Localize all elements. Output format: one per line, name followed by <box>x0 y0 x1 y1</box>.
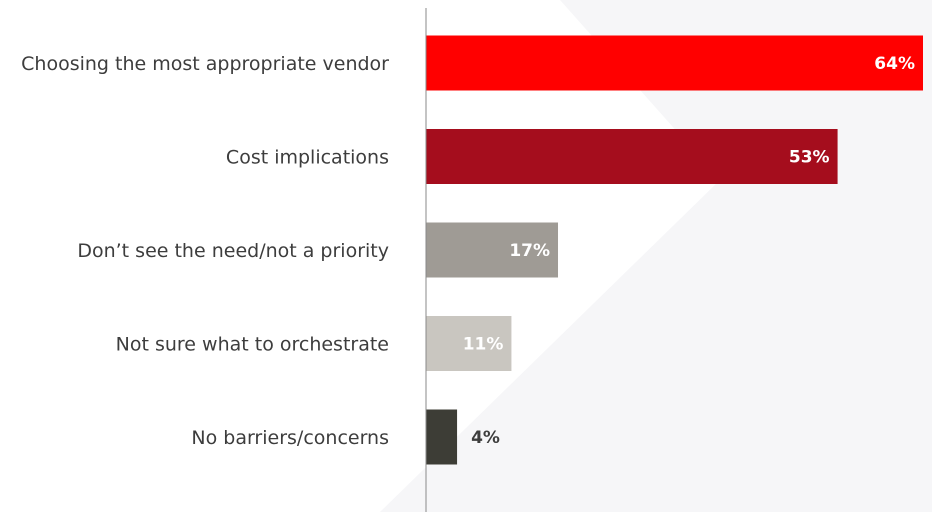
value-label-4: 11% <box>463 335 504 355</box>
category-label-2: Cost implications <box>226 147 389 169</box>
background-watermark-chevron <box>380 0 932 512</box>
bar-2 <box>426 129 838 184</box>
category-label-5: No barriers/concerns <box>191 427 389 449</box>
value-label-3: 17% <box>509 241 550 261</box>
value-label-5: 4% <box>471 428 500 448</box>
category-label-1: Choosing the most appropriate vendor <box>21 53 389 75</box>
value-label-2: 53% <box>789 148 830 168</box>
value-labels-group: 64% 53% 17% 11% 4% <box>463 54 915 448</box>
bars-group <box>426 35 923 465</box>
category-labels-group: Choosing the most appropriate vendor Cost… <box>21 53 389 449</box>
category-label-4: Not sure what to orchestrate <box>116 334 389 356</box>
value-label-1: 64% <box>874 54 915 74</box>
bar-3 <box>426 222 559 278</box>
bar-1 <box>426 35 923 91</box>
bar-4 <box>426 316 512 371</box>
bar-5 <box>426 409 458 465</box>
category-label-3: Don’t see the need/not a priority <box>77 240 389 262</box>
